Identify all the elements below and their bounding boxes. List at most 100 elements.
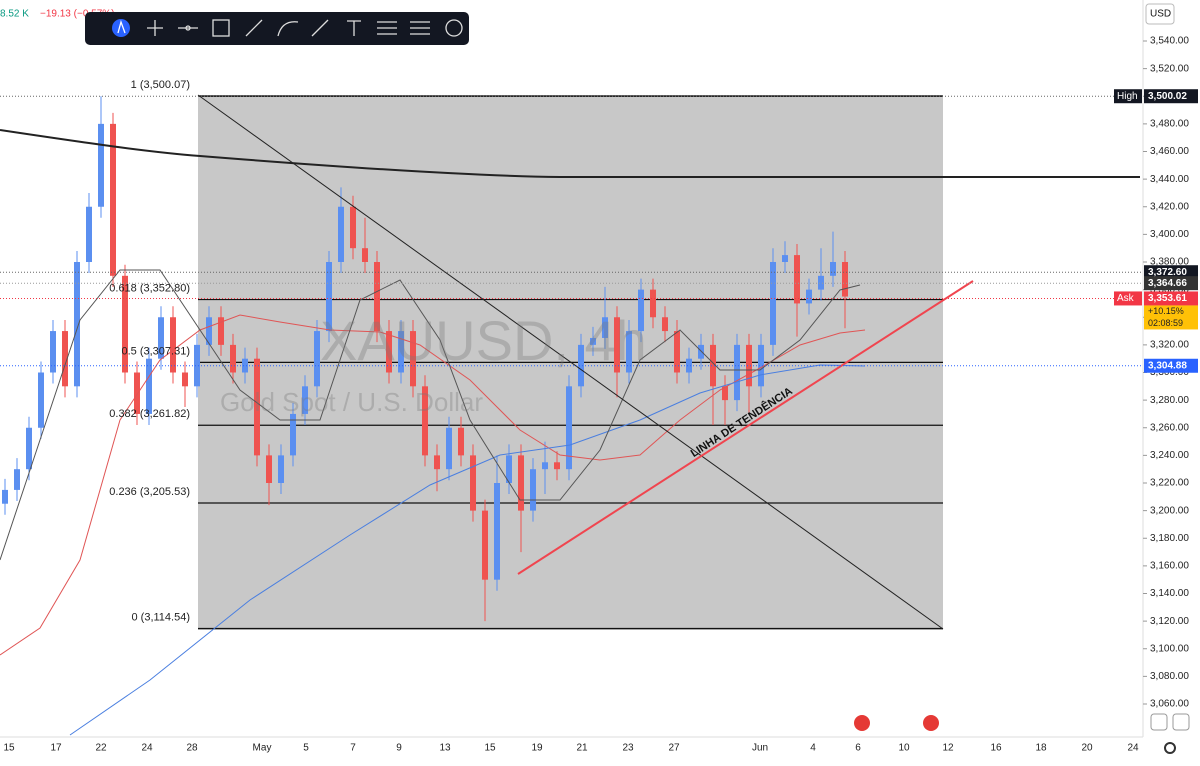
price-tag — [1144, 358, 1198, 373]
candle-body — [242, 358, 248, 373]
y-tick-label: 3,140.00 — [1150, 588, 1189, 599]
y-tick-label: 3,260.00 — [1150, 422, 1189, 433]
candle-body — [434, 455, 440, 470]
x-tick-label: 22 — [95, 743, 107, 754]
x-tick-label: 23 — [622, 743, 634, 754]
x-tick-label: Jun — [752, 743, 768, 754]
y-tick-label: 3,380.00 — [1150, 257, 1189, 268]
candle-body — [614, 317, 620, 373]
y-tick-label: 3,280.00 — [1150, 395, 1189, 406]
candle-body — [326, 262, 332, 332]
price-tag-title-bg — [1114, 89, 1142, 104]
pattern-tool[interactable] — [410, 21, 430, 35]
candle-body — [14, 469, 20, 490]
diagonal-line — [197, 94, 944, 630]
candle-body — [134, 372, 140, 414]
y-tick-label: 3,200.00 — [1150, 505, 1189, 516]
x-tick-label: 17 — [50, 743, 62, 754]
candle-body — [770, 262, 776, 345]
x-tick-label: 20 — [1081, 743, 1093, 754]
price-tag-title: Ask — [1117, 293, 1135, 304]
candle-body — [578, 344, 584, 387]
ask-change: +10.15% — [1148, 306, 1184, 316]
fib-label: 1 (3,500.07) — [131, 79, 190, 91]
scale-button[interactable] — [1172, 713, 1190, 731]
y-tick-label: 3,160.00 — [1150, 561, 1189, 572]
candle-body — [686, 358, 692, 373]
indicators — [0, 94, 1140, 736]
candle-body — [386, 331, 392, 373]
ask-extra-bg — [1144, 305, 1198, 330]
toolbar — [85, 12, 469, 45]
candle-body — [230, 344, 236, 373]
candle-body — [110, 123, 116, 276]
candle-body — [266, 455, 272, 483]
candle-body — [794, 255, 800, 304]
candle-body — [350, 206, 356, 249]
candle-body — [674, 331, 680, 373]
candle-body — [650, 289, 656, 318]
x-tick-label: 12 — [942, 743, 954, 754]
red-ma — [0, 314, 866, 656]
x-tick-label: 10 — [898, 743, 910, 754]
settings-gear[interactable] — [1164, 742, 1176, 754]
candle-body — [146, 358, 152, 414]
candle-body — [338, 206, 344, 262]
price-tag — [1144, 291, 1198, 306]
candle-body — [362, 248, 368, 262]
x-tick-label: 5 — [303, 743, 309, 754]
candle-body — [26, 427, 32, 470]
ask-countdown: 02:08:59 — [1148, 318, 1183, 328]
brush-tool[interactable] — [245, 19, 263, 37]
crosshair-tool[interactable] — [147, 20, 163, 36]
path-tool[interactable] — [277, 21, 299, 37]
x-tick-label: May — [253, 743, 272, 754]
fib-tool[interactable] — [377, 21, 397, 35]
x-tick-label: 28 — [186, 743, 198, 754]
text-tool[interactable] — [347, 20, 361, 36]
y-tick-label: 3,220.00 — [1150, 478, 1189, 489]
rect-tool[interactable] — [212, 19, 230, 37]
candle-body — [374, 262, 380, 332]
candle-body — [218, 317, 224, 345]
event-flag[interactable] — [854, 715, 870, 731]
watermark-symbol: XAUUSD, 4h — [320, 309, 647, 372]
event-flag[interactable] — [923, 715, 939, 731]
candle-body — [830, 262, 836, 276]
price-tag-label: 3,364.66 — [1148, 278, 1187, 289]
blue-ma — [69, 364, 866, 736]
x-tick-label: 24 — [1127, 743, 1139, 754]
y-tick-label: 3,180.00 — [1150, 533, 1189, 544]
watermark-description: Gold Spot / U.S. Dollar — [220, 387, 483, 417]
price-tag-label: 3,304.88 — [1148, 360, 1187, 371]
y-tick-label: 3,400.00 — [1150, 229, 1189, 240]
settings-tool[interactable] — [445, 19, 463, 37]
volume: 8.52 K — [0, 9, 29, 20]
x-tick-label: 9 — [396, 743, 402, 754]
y-tick-label: 3,120.00 — [1150, 616, 1189, 627]
y-tick-label: 3,080.00 — [1150, 671, 1189, 682]
price-tag-label: 3,353.61 — [1148, 293, 1187, 304]
candle-body — [98, 123, 104, 207]
currency-box[interactable] — [1145, 3, 1175, 25]
scale-button[interactable] — [1150, 713, 1168, 731]
y-tick-label: 3,060.00 — [1150, 699, 1189, 710]
price-tag — [1144, 276, 1198, 291]
candle-body — [74, 262, 80, 387]
price-tag-title: High — [1117, 91, 1138, 102]
fib-label: 0.382 (3,261.82) — [109, 408, 190, 420]
price-tag-label: 3,500.02 — [1148, 91, 1187, 102]
candle-body — [62, 331, 68, 387]
candle-body — [518, 455, 524, 511]
price-tag — [1144, 89, 1198, 104]
ray-tool[interactable] — [311, 19, 329, 37]
candle-body — [590, 337, 596, 345]
trend-line — [517, 280, 974, 575]
candle-body — [254, 358, 260, 456]
candle-body — [194, 344, 200, 387]
candles — [2, 95, 943, 630]
candle-body — [722, 386, 728, 401]
candle-body — [398, 331, 404, 373]
flags — [854, 715, 939, 731]
candle-body — [566, 386, 572, 470]
